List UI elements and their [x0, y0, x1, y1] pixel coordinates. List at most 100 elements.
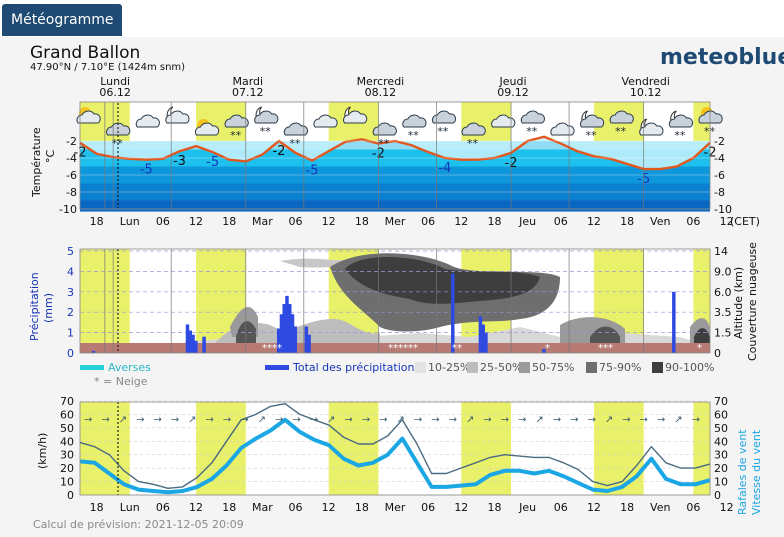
- precipitation-bar: [185, 324, 190, 353]
- time-tick-label: 06: [421, 501, 435, 514]
- time-tick-label: 18: [620, 215, 634, 228]
- temperature-value-label: -5: [206, 155, 219, 170]
- time-tick-label: 06: [156, 215, 170, 228]
- day-name: Lundi: [100, 75, 130, 88]
- wind-direction-arrow: →: [570, 414, 578, 425]
- day-name: Vendredi: [621, 75, 669, 88]
- showers-legend-swatch: [80, 365, 104, 370]
- wind-tick-right: 40: [714, 435, 728, 448]
- snow-cloud-icon: **: [402, 114, 427, 142]
- cloud-legend-label: 75-90%: [599, 361, 641, 374]
- moon-cloud-icon: [343, 106, 368, 124]
- temp-tick-right: -6: [714, 169, 725, 182]
- wind-direction-arrow: →: [414, 414, 422, 425]
- wind-direction-arrow: →: [483, 414, 491, 425]
- time-tick-label: 12: [454, 501, 468, 514]
- precipitation-bar: [288, 304, 292, 353]
- wind-tick-right: 60: [714, 408, 728, 421]
- meteogram-chart: Grand Ballon 47.90°N / 7.10°E (1424m snm…: [28, 43, 784, 531]
- time-tick-label: 12: [587, 215, 601, 228]
- wind-direction-arrow: →: [101, 414, 109, 425]
- precipitation-bar: [672, 291, 676, 353]
- wind-direction-arrow: →: [84, 414, 92, 425]
- wind-direction-arrow: →: [431, 414, 439, 425]
- meteogram-panel: Grand Ballon 47.90°N / 7.10°E (1424m snm…: [0, 37, 784, 537]
- wind-direction-arrow: ↗: [466, 414, 474, 425]
- snow-marker: **: [452, 343, 462, 354]
- wind-tick-left: 70: [60, 395, 74, 408]
- total-precip-legend-swatch: [265, 365, 289, 370]
- svg-text:**: **: [260, 125, 272, 138]
- temperature-value-label: -3: [173, 154, 186, 169]
- temp-tick-right: -4: [714, 152, 725, 165]
- temp-tick-right: -8: [714, 186, 725, 199]
- temp-tick-left: -2: [66, 135, 77, 148]
- forecast-timestamp: Calcul de prévision: 2021-12-05 20:09: [33, 518, 244, 531]
- wind-direction-arrow: →: [622, 414, 630, 425]
- temp-tick-left: -6: [66, 169, 77, 182]
- moon-snow-icon: **: [580, 110, 605, 142]
- time-tick-label: Mer: [385, 501, 406, 514]
- daylight-band: [593, 402, 644, 495]
- wind-direction-arrow: →: [136, 414, 144, 425]
- cloud-icon: [550, 122, 575, 136]
- wind-tick-left: 0: [67, 489, 74, 502]
- time-tick-label: Lun: [120, 215, 140, 228]
- cloud-cover-area: [590, 326, 620, 343]
- gust-axis-label: Rafales de vent: [736, 429, 749, 515]
- temperature-value-label: -4: [438, 161, 451, 176]
- time-tick-label: 18: [355, 215, 369, 228]
- time-tick-label: 06: [421, 215, 435, 228]
- wind-direction-arrow: ↗: [258, 414, 266, 425]
- wind-tick-right: 0: [714, 489, 721, 502]
- temp-tick-right: -10: [714, 203, 732, 216]
- wind-direction-arrow: →: [640, 414, 648, 425]
- precipitation-bar: [282, 304, 286, 353]
- cloud-cover-area: [694, 328, 710, 343]
- day-date: 08.12: [365, 86, 397, 99]
- cloud-legend-swatch: [652, 362, 663, 373]
- snow-cloud-icon: **: [283, 122, 309, 150]
- time-tick-label: 06: [686, 501, 700, 514]
- location-title: Grand Ballon: [30, 43, 140, 63]
- time-tick-label: Ven: [650, 215, 670, 228]
- temp-tick-left: -10: [59, 203, 77, 216]
- wind-axis-label: (km/h): [36, 433, 49, 469]
- precipitation-bar: [542, 348, 546, 353]
- cloud-cover-area: [345, 256, 540, 304]
- temperature-area: [80, 136, 710, 170]
- precipitation-bar: [293, 326, 298, 353]
- altitude-tick: 0: [714, 347, 721, 360]
- precipitation-bar: [194, 340, 198, 353]
- precip-axis-label: Précipitation: [28, 272, 41, 341]
- time-tick-label: 12: [189, 215, 203, 228]
- day-name: Mardi: [232, 75, 263, 88]
- cloud-icon: [313, 114, 338, 128]
- wind-direction-arrow: →: [171, 414, 179, 425]
- time-tick-label: 12: [322, 215, 336, 228]
- wind-direction-arrow: →: [292, 414, 300, 425]
- ground-strip: [80, 343, 710, 353]
- svg-text:**: **: [674, 129, 686, 142]
- precipitation-bar: [285, 295, 289, 353]
- meteogram-tab[interactable]: Météogramme: [2, 4, 123, 36]
- altitude-tick: 6.0: [714, 286, 732, 299]
- wind-direction-arrow: →: [379, 414, 387, 425]
- precipitation-bar: [290, 314, 295, 353]
- wind-tick-right: 20: [714, 462, 728, 475]
- wind-tick-left: 60: [60, 408, 74, 421]
- time-tick-label: Jeu: [518, 501, 536, 514]
- temperature-shade-band: [80, 141, 710, 150]
- snow-cloud-icon: **: [461, 122, 486, 150]
- wind-direction-arrow: →: [362, 414, 370, 425]
- precipitation-bar: [484, 332, 488, 353]
- time-tick-label: 06: [554, 215, 568, 228]
- time-tick-label: 18: [620, 501, 634, 514]
- wind-tick-left: 30: [60, 449, 74, 462]
- day-date: 09.12: [497, 86, 529, 99]
- svg-text:**: **: [408, 129, 420, 142]
- time-tick-label: 12: [720, 501, 734, 514]
- snow-marker: *: [697, 343, 702, 354]
